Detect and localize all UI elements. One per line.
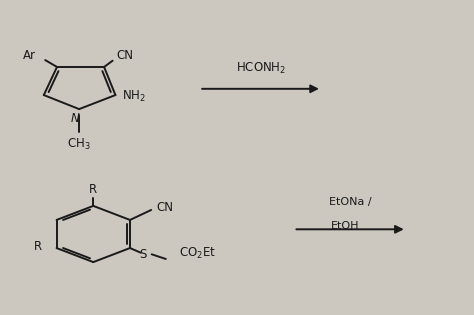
- Text: CN: CN: [156, 201, 173, 214]
- Text: N: N: [71, 112, 80, 125]
- Text: R: R: [34, 240, 42, 253]
- Text: NH$_2$: NH$_2$: [122, 89, 146, 104]
- Text: S: S: [139, 248, 147, 261]
- Text: CH$_3$: CH$_3$: [67, 137, 91, 152]
- Text: CO$_2$Et: CO$_2$Et: [179, 246, 216, 261]
- Text: Ar: Ar: [23, 49, 36, 62]
- Text: R: R: [89, 183, 97, 196]
- Text: EtOH: EtOH: [331, 221, 360, 231]
- Text: HCONH$_2$: HCONH$_2$: [236, 61, 286, 76]
- Text: CN: CN: [116, 49, 133, 62]
- Text: EtONa /: EtONa /: [329, 198, 372, 208]
